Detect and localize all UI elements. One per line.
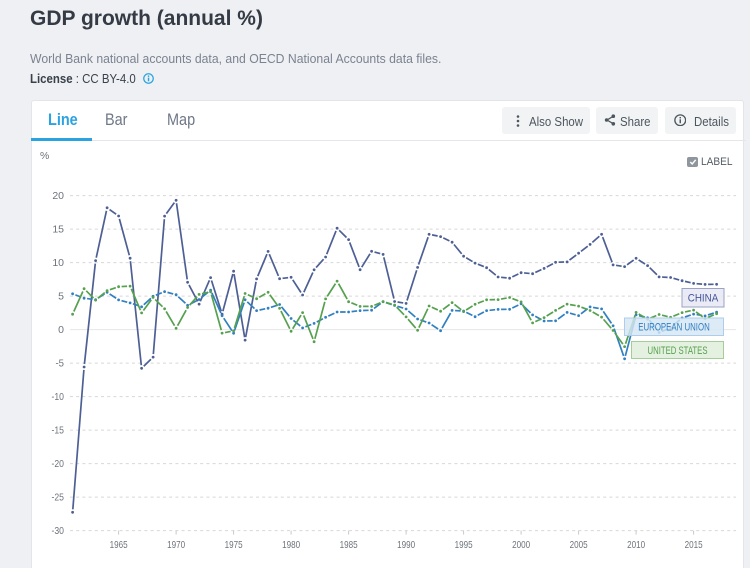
svg-text:20: 20	[52, 190, 64, 202]
svg-text:2010: 2010	[627, 539, 645, 551]
svg-text:1990: 1990	[397, 539, 415, 551]
svg-text:-30: -30	[52, 525, 65, 537]
svg-text:-25: -25	[52, 492, 65, 504]
svg-text:-15: -15	[52, 425, 65, 437]
svg-text:-5: -5	[56, 358, 65, 370]
svg-text:-20: -20	[52, 458, 65, 470]
svg-text:CHINA: CHINA	[688, 293, 719, 305]
svg-text:UNITED STATES: UNITED STATES	[648, 345, 708, 357]
svg-text:-10: -10	[52, 391, 65, 403]
svg-text:2000: 2000	[512, 539, 530, 551]
svg-text:5: 5	[58, 291, 64, 303]
svg-text:1965: 1965	[110, 539, 128, 551]
svg-text:15: 15	[52, 224, 64, 236]
svg-text:EUROPEAN UNION: EUROPEAN UNION	[638, 322, 710, 334]
svg-text:2015: 2015	[685, 539, 703, 551]
svg-text:1995: 1995	[455, 539, 473, 551]
svg-text:1985: 1985	[340, 539, 358, 551]
svg-text:2005: 2005	[570, 539, 588, 551]
svg-text:0: 0	[58, 324, 64, 336]
svg-text:10: 10	[52, 257, 64, 269]
svg-text:%: %	[40, 150, 49, 162]
svg-text:1970: 1970	[167, 539, 185, 551]
svg-text:1975: 1975	[225, 539, 243, 551]
svg-text:1980: 1980	[282, 539, 300, 551]
